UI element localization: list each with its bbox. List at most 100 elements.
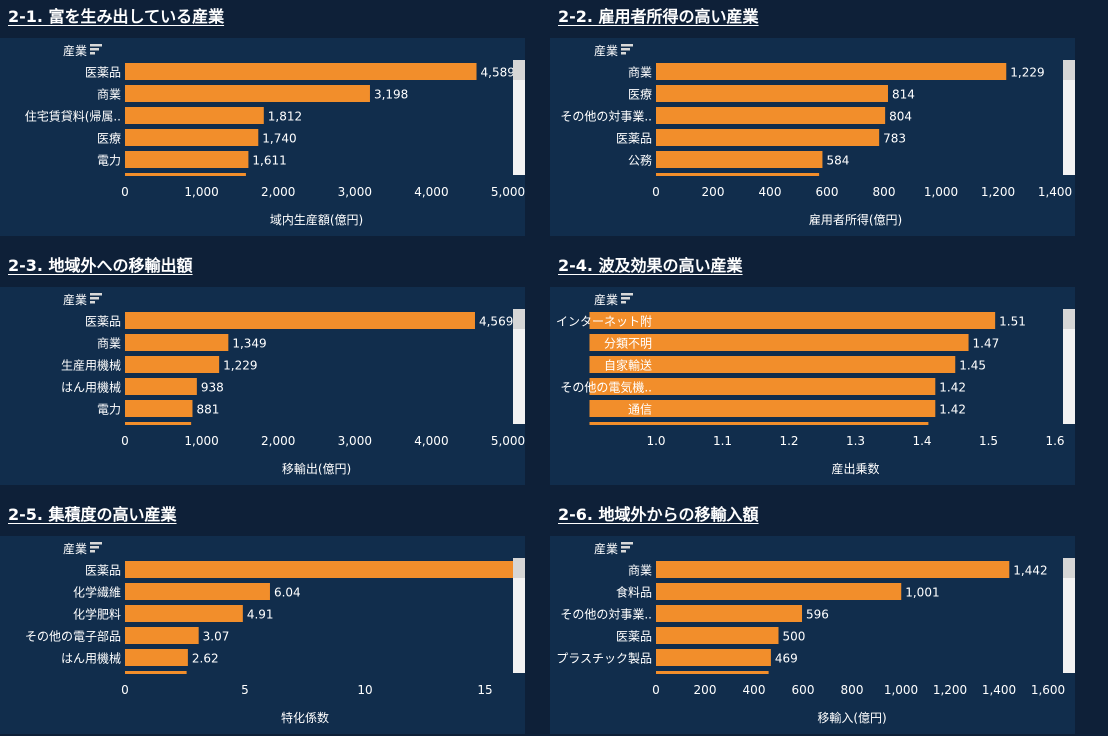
tick-label: 4,000 xyxy=(414,185,448,199)
bar[interactable] xyxy=(125,627,199,644)
panel-title[interactable]: 2-6. 地域外からの移輸入額 xyxy=(558,505,759,524)
tick-label: 5,000 xyxy=(491,185,525,199)
tick-label: 2,000 xyxy=(261,434,295,448)
bar[interactable] xyxy=(656,627,779,644)
tick-label: 1.6 xyxy=(1045,434,1064,448)
bar[interactable] xyxy=(589,378,936,395)
bar[interactable] xyxy=(589,334,969,351)
bar[interactable] xyxy=(125,583,270,600)
scrollbar-thumb[interactable] xyxy=(513,558,525,578)
category-label: はん用機械 xyxy=(61,380,121,395)
category-label: 電力 xyxy=(97,403,121,417)
tick-label: 0 xyxy=(652,185,660,199)
tick-label: 600 xyxy=(792,683,815,697)
bar[interactable] xyxy=(589,312,996,329)
category-label: 商業 xyxy=(97,336,121,351)
bar[interactable] xyxy=(656,63,1007,80)
scrollbar-thumb[interactable] xyxy=(1063,558,1075,578)
bar[interactable] xyxy=(125,107,264,124)
bar[interactable] xyxy=(125,400,193,417)
bar[interactable] xyxy=(656,85,888,102)
panel-title[interactable]: 2-3. 地域外への移輸出額 xyxy=(8,256,193,275)
tick-label: 1,200 xyxy=(981,185,1015,199)
value-label: 596 xyxy=(806,608,829,622)
chart-scrollbar[interactable] xyxy=(1063,309,1075,424)
bar[interactable] xyxy=(125,85,370,102)
bar[interactable] xyxy=(656,151,823,168)
value-label: 1.45 xyxy=(959,359,986,373)
axis-title: 移輸出(億円) xyxy=(282,461,351,476)
legend-label: 産業 xyxy=(594,541,618,556)
bar[interactable] xyxy=(656,561,1010,578)
value-label: 4,589 xyxy=(481,66,515,80)
bar[interactable] xyxy=(125,129,259,146)
axis-title: 域内生産額(億円) xyxy=(270,212,363,227)
tick-label: 1.4 xyxy=(912,434,931,448)
chart-panel-2-4: 2-4. 波及効果の高い産業 産業 インターネット附 1.51 分類不明 1.47 自家輸… xyxy=(550,249,1080,489)
axis-title: 移輸入(億円) xyxy=(817,710,886,725)
chart-scrollbar[interactable] xyxy=(513,558,525,673)
panel-title[interactable]: 2-4. 波及効果の高い産業 xyxy=(558,256,743,275)
category-label: 公務 xyxy=(628,154,652,168)
tick-label: 600 xyxy=(816,185,839,199)
bar[interactable] xyxy=(656,107,886,124)
bar[interactable] xyxy=(589,400,936,417)
tick-label: 1,200 xyxy=(933,683,967,697)
sort-icon[interactable] xyxy=(621,293,633,304)
bar[interactable] xyxy=(589,356,956,373)
chart-scrollbar[interactable] xyxy=(1063,558,1075,673)
panel-title[interactable]: 2-1. 富を生み出している産業 xyxy=(8,7,225,26)
bar[interactable] xyxy=(125,605,243,622)
chart-scrollbar[interactable] xyxy=(513,60,525,175)
sort-icon[interactable] xyxy=(90,293,102,304)
value-label: 814 xyxy=(892,88,915,102)
tick-label: 400 xyxy=(759,185,782,199)
bar[interactable] xyxy=(125,334,229,351)
bar[interactable] xyxy=(125,151,249,168)
category-label: 医療 xyxy=(628,88,652,102)
scrollbar-thumb[interactable] xyxy=(513,60,525,80)
category-label: 通信 xyxy=(628,403,652,417)
bar[interactable] xyxy=(125,561,522,578)
bar[interactable] xyxy=(656,649,771,666)
bar[interactable] xyxy=(656,605,803,622)
bar-partial xyxy=(125,173,246,176)
bar[interactable] xyxy=(656,583,902,600)
tick-label: 800 xyxy=(873,185,896,199)
chart-scrollbar[interactable] xyxy=(1063,60,1075,175)
bar[interactable] xyxy=(656,129,880,146)
axis-title: 特化係数 xyxy=(281,710,329,725)
value-label: 1.51 xyxy=(999,315,1026,329)
bar[interactable] xyxy=(125,378,197,395)
panel-title[interactable]: 2-2. 雇用者所得の高い産業 xyxy=(558,7,759,26)
bar[interactable] xyxy=(125,356,220,373)
scrollbar-thumb[interactable] xyxy=(1063,60,1075,80)
sort-icon[interactable] xyxy=(621,44,633,55)
tick-label: 200 xyxy=(694,683,717,697)
chart-scrollbar[interactable] xyxy=(513,309,525,424)
value-label: 1,442 xyxy=(1013,564,1047,578)
tick-label: 1.2 xyxy=(779,434,798,448)
value-label: 6.04 xyxy=(274,586,301,600)
category-label: 医療 xyxy=(97,132,121,146)
sort-icon[interactable] xyxy=(90,542,102,553)
tick-label: 1.0 xyxy=(646,434,665,448)
tick-label: 5 xyxy=(241,683,249,697)
bar-partial xyxy=(589,422,929,425)
bar[interactable] xyxy=(125,63,477,80)
panel-title[interactable]: 2-5. 集積度の高い産業 xyxy=(8,505,177,524)
sort-icon[interactable] xyxy=(90,44,102,55)
bar-partial xyxy=(656,671,769,674)
chart-panel-2-1: 2-1. 富を生み出している産業 産業 医薬品 4,589 商業 3,198 住宅賃貸料(… xyxy=(0,0,530,240)
bar[interactable] xyxy=(125,312,475,329)
scrollbar-thumb[interactable] xyxy=(513,309,525,329)
sort-icon[interactable] xyxy=(621,542,633,553)
scrollbar-thumb[interactable] xyxy=(1063,309,1075,329)
bar[interactable] xyxy=(125,649,188,666)
chart-area: 産業 医薬品 4,569 商業 1,349 生産用機械 1,229 はん用機械 938 電力 881… xyxy=(0,287,525,485)
value-label: 4,569 xyxy=(479,315,513,329)
category-label: インターネット附 xyxy=(556,315,652,329)
